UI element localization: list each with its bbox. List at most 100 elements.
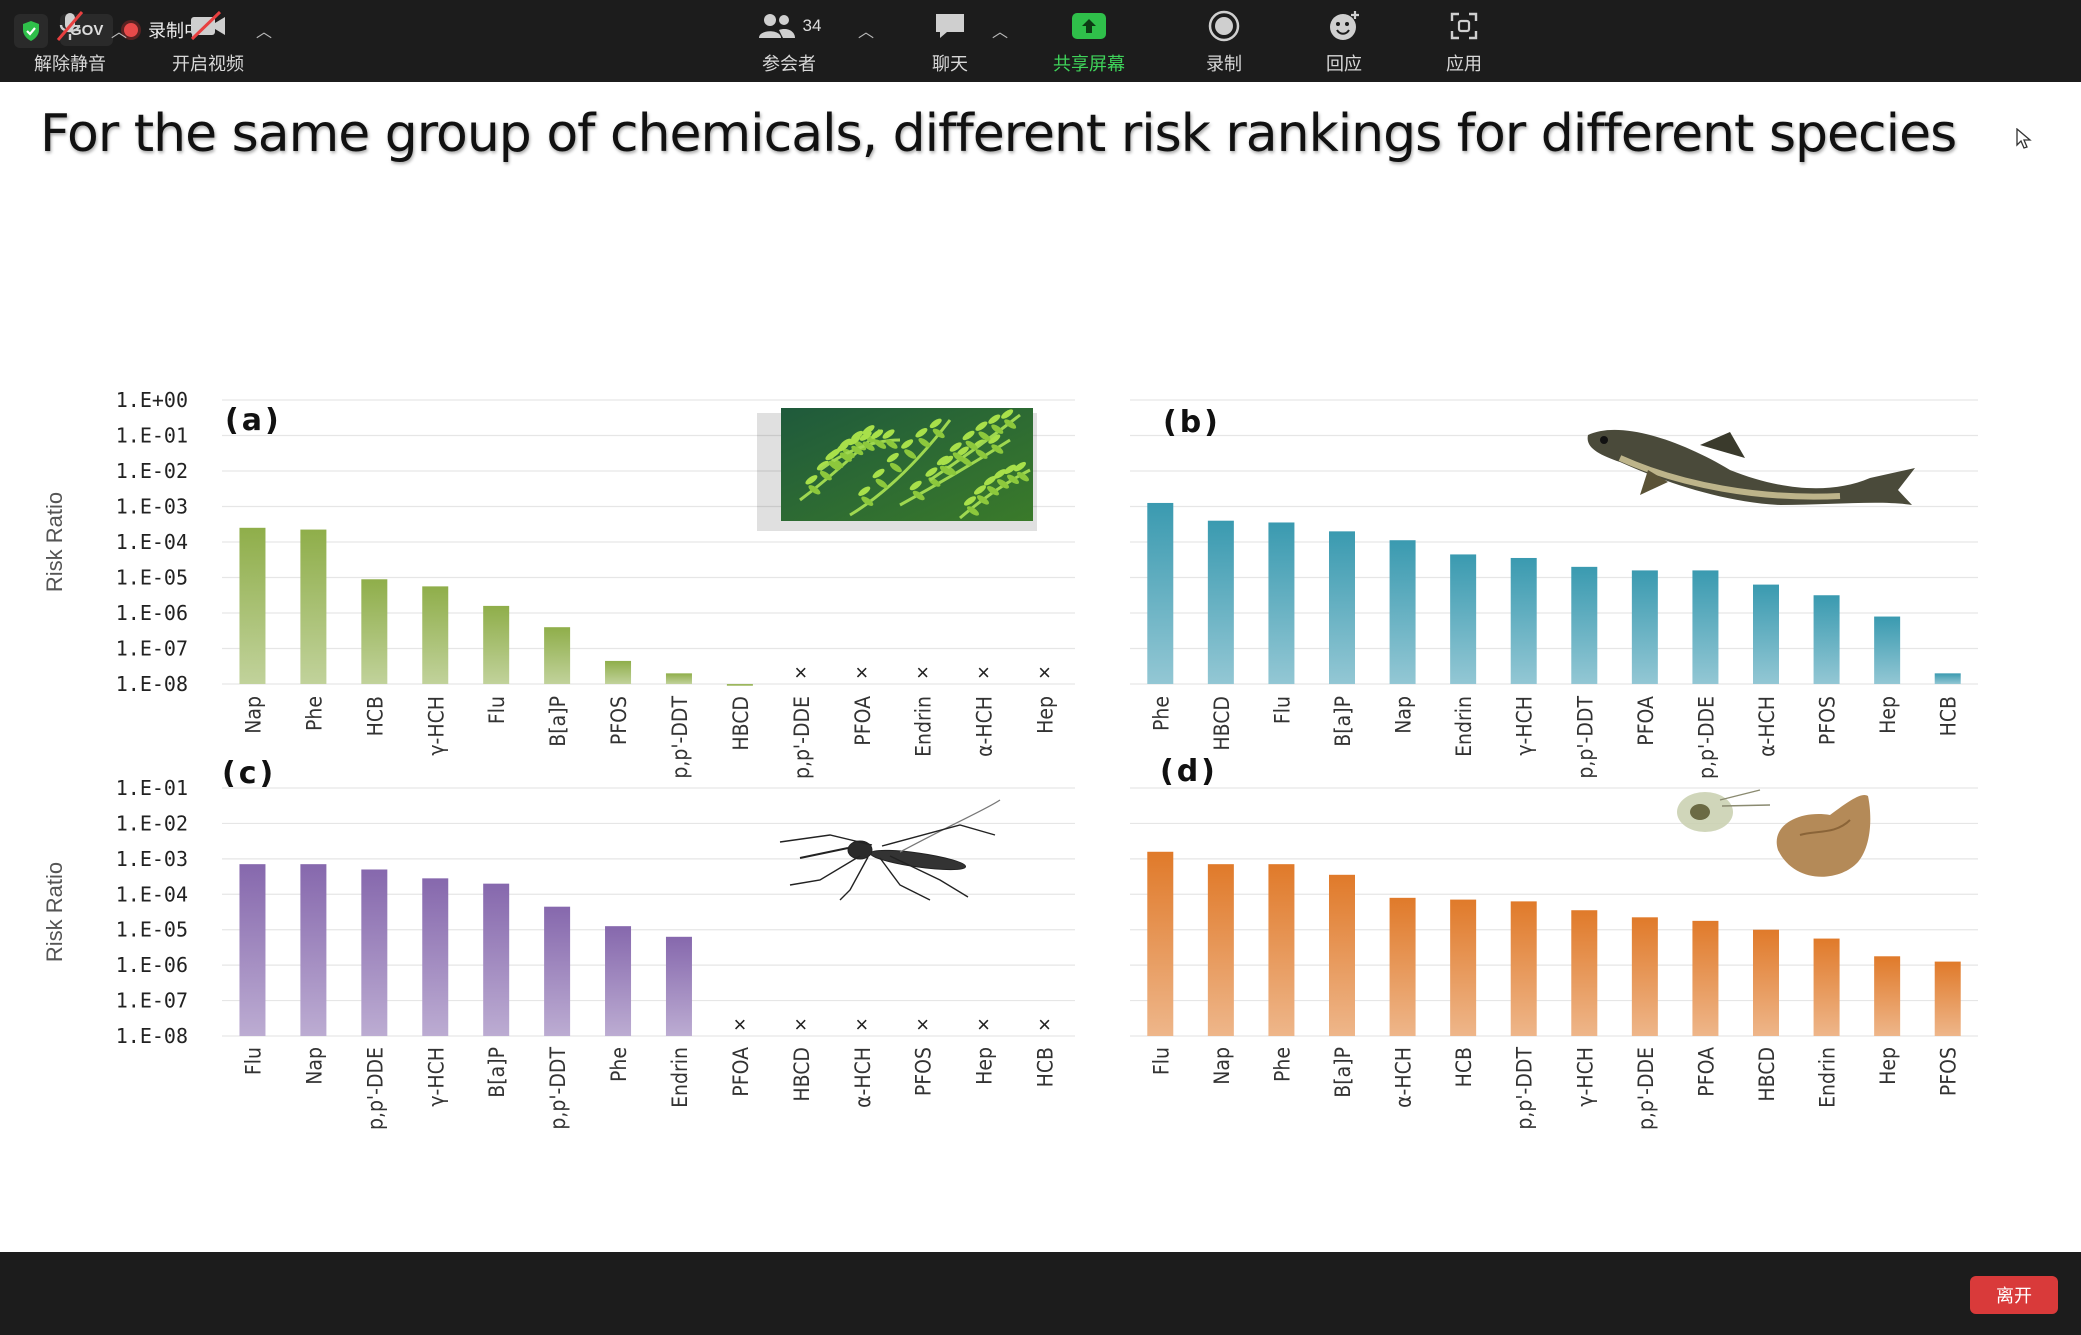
category-label: p,p'-DDE xyxy=(790,696,814,779)
chat-bubble-icon xyxy=(933,6,967,46)
bar xyxy=(1450,899,1477,1036)
apps-icon xyxy=(1449,6,1479,46)
category-label: α-HCH xyxy=(1392,1047,1416,1108)
bar xyxy=(1571,566,1598,684)
bar xyxy=(300,864,327,1036)
category-label: γ-HCH xyxy=(424,1047,448,1107)
participants-options-caret-icon[interactable]: ︿ xyxy=(858,24,875,41)
video-options-caret-icon[interactable]: ︿ xyxy=(256,24,273,41)
missing-value-marker: × xyxy=(1038,1012,1051,1037)
category-label: Flu xyxy=(241,1047,265,1075)
bar xyxy=(1813,938,1840,1036)
y-tick-label: 1.E-05 xyxy=(116,566,188,590)
share-screen-button[interactable]: 共享屏幕 xyxy=(1046,6,1132,78)
record-icon xyxy=(1207,6,1241,46)
missing-value-marker: × xyxy=(794,660,807,685)
meeting-top-bar: GOV 录制中 xyxy=(0,0,2081,82)
muted-microphone-icon xyxy=(53,6,87,46)
bar xyxy=(1389,897,1416,1036)
category-label: Phe xyxy=(607,1047,631,1082)
bar xyxy=(1874,616,1901,684)
category-label: B[a]P xyxy=(546,696,570,747)
record-button[interactable]: 录制 xyxy=(1192,6,1256,78)
share-screen-label: 共享屏幕 xyxy=(1053,54,1125,75)
category-label: Hep xyxy=(1876,696,1900,734)
category-label: p,p'-DDE xyxy=(1694,696,1718,779)
bar xyxy=(1813,595,1840,684)
chat-label: 聊天 xyxy=(932,54,968,75)
audio-options-caret-icon[interactable]: ︿ xyxy=(111,24,128,41)
category-label: α-HCH xyxy=(851,1047,875,1108)
category-label: γ-HCH xyxy=(1573,1047,1597,1107)
category-label: Endrin xyxy=(912,696,936,757)
participants-button[interactable]: 34 参会者 xyxy=(752,6,826,78)
y-tick-label: 1.E-02 xyxy=(116,459,188,483)
start-video-button[interactable]: 开启视频 xyxy=(168,6,248,78)
participants-icon-group: 34 xyxy=(757,6,821,46)
chat-options-caret-icon[interactable]: ︿ xyxy=(992,24,1009,41)
bar xyxy=(1207,520,1234,684)
y-tick-label: 1.E-08 xyxy=(116,672,188,696)
missing-value-marker: × xyxy=(855,1012,868,1037)
reactions-label: 回应 xyxy=(1326,54,1362,75)
y-tick-label: 1.E-02 xyxy=(116,811,188,835)
bar xyxy=(483,605,510,684)
security-shield-icon[interactable] xyxy=(14,14,48,48)
bar xyxy=(544,906,571,1036)
category-label: Hep xyxy=(1034,696,1058,734)
bar xyxy=(422,586,449,684)
missing-value-marker: × xyxy=(977,1012,990,1037)
bar xyxy=(665,936,692,1036)
apps-label: 应用 xyxy=(1446,54,1482,75)
y-tick-label: 1.E-04 xyxy=(116,530,188,554)
risk-ratio-charts: 1.E+001.E-011.E-021.E-031.E-041.E-051.E-… xyxy=(42,388,1978,1130)
category-label: PFOS xyxy=(607,696,631,745)
category-label: HBCD xyxy=(790,1047,814,1102)
y-tick-label: 1.E-08 xyxy=(116,1024,188,1048)
chart-panel-3: (d) Flu Nap Phe B[a]P α-HCH HCB p,p'-DDT γ-HCH p,… xyxy=(1130,754,1978,1130)
recording-dot-icon xyxy=(124,23,138,37)
bar xyxy=(1389,540,1416,684)
category-label: HBCD xyxy=(729,696,753,751)
bar xyxy=(1934,961,1961,1036)
category-label: p,p'-DDT xyxy=(1513,1047,1537,1130)
category-label: Endrin xyxy=(1452,696,1476,757)
y-tick-label: 1.E-05 xyxy=(116,918,188,942)
record-label: 录制 xyxy=(1206,54,1242,75)
mouse-cursor-icon xyxy=(2016,128,2032,149)
unmute-button[interactable]: 解除静音 xyxy=(30,6,110,78)
recording-indicator[interactable]: 录制中 xyxy=(124,14,202,46)
missing-value-marker: × xyxy=(855,660,868,685)
category-label: Nap xyxy=(1392,696,1416,734)
bar xyxy=(665,673,692,684)
category-label: Phe xyxy=(1149,696,1173,731)
mosquito-photo xyxy=(779,799,1001,901)
category-label: α-HCH xyxy=(973,696,997,757)
bar xyxy=(239,527,266,684)
y-tick-label: 1.E-04 xyxy=(116,882,188,906)
bar xyxy=(1934,673,1961,684)
bar xyxy=(361,869,388,1036)
y-tick-label: 1.E-03 xyxy=(116,847,188,871)
category-label: Endrin xyxy=(1816,1047,1840,1108)
category-label: γ-HCH xyxy=(424,696,448,756)
category-label: p,p'-DDE xyxy=(1634,1047,1658,1130)
category-label: p,p'-DDT xyxy=(668,696,692,779)
bar xyxy=(1510,557,1537,684)
leave-meeting-button[interactable]: 离开 xyxy=(1970,1276,2058,1314)
category-label: Hep xyxy=(1876,1047,1900,1085)
apps-button[interactable]: 应用 xyxy=(1432,6,1496,78)
y-tick-label: 1.E-01 xyxy=(116,424,188,448)
share-screen-icon xyxy=(1070,6,1108,46)
category-label: p,p'-DDT xyxy=(1573,696,1597,779)
bar xyxy=(1631,570,1658,684)
chat-button[interactable]: 聊天 xyxy=(910,6,990,78)
category-label: PFOS xyxy=(912,1047,936,1096)
bar xyxy=(1692,920,1719,1036)
reactions-button[interactable]: 回应 xyxy=(1312,6,1376,78)
category-label: Flu xyxy=(1149,1047,1173,1075)
bar xyxy=(1753,584,1779,684)
smiley-reaction-icon xyxy=(1327,6,1361,46)
category-label: Nap xyxy=(1210,1047,1234,1085)
bar xyxy=(605,660,632,684)
